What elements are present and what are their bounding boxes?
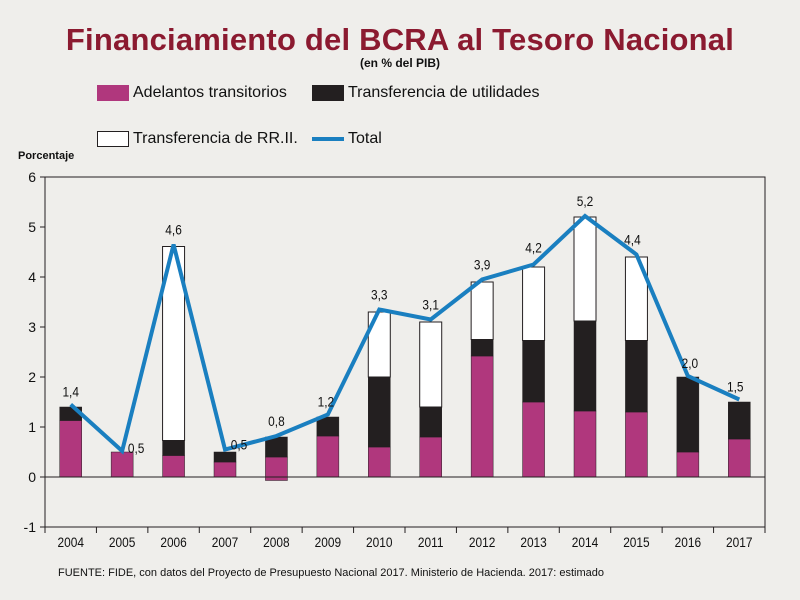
chart-subtitle: (en % del PIB) [359, 56, 440, 70]
bar-adelantos [625, 411, 648, 478]
bar-adelantos [470, 355, 494, 478]
bar-adelantos [368, 446, 391, 478]
bar-adelantos [728, 438, 751, 478]
bar-utilidades [470, 339, 494, 357]
bar-rrii [573, 216, 597, 322]
y-tick-label: 4 [28, 269, 36, 285]
legend-swatch-utilidades [312, 85, 344, 101]
total-line [69, 213, 741, 455]
data-label-total: 0,5 [231, 437, 248, 453]
data-label-total: 0,5 [128, 440, 145, 456]
data-label-total: 4,2 [525, 240, 542, 256]
bar-utilidades [522, 340, 545, 403]
x-tick-label: 2017 [726, 534, 752, 550]
data-label-total: 2,0 [682, 355, 699, 371]
bar-adelantos-negative [265, 476, 288, 481]
bar-rrii [522, 266, 546, 341]
plot-frame [44, 176, 766, 528]
data-label-total: 3,1 [422, 297, 439, 313]
x-tick-label: 2008 [263, 534, 289, 550]
data-label-total: 1,4 [62, 384, 79, 400]
y-tick-label: 1 [28, 419, 36, 435]
y-tick-label: 0 [28, 469, 36, 485]
y-tick-label: 5 [28, 219, 36, 235]
data-label-total: 3,3 [371, 287, 388, 303]
bar-adelantos [522, 401, 545, 478]
x-tick-label: 2015 [623, 534, 649, 550]
x-tick-label: 2004 [57, 534, 83, 550]
bar-utilidades [625, 340, 648, 413]
bar-adelantos [59, 420, 82, 478]
legend-item-total: Total [312, 130, 382, 148]
bar-utilidades [728, 401, 751, 440]
bar-utilidades [316, 416, 340, 437]
data-label-total: 1,5 [727, 379, 744, 395]
legend-label-rrii: Transferencia de RR.II. [133, 130, 298, 147]
data-label-total: 0,8 [268, 413, 285, 429]
x-tick-label: 2009 [315, 534, 341, 550]
bar-utilidades [162, 440, 185, 456]
bar-adelantos [162, 455, 185, 478]
x-tick-label: 2013 [520, 534, 546, 550]
y-tick-label: 3 [28, 319, 36, 335]
legend-label-utilidades: Transferencia de utilidades [348, 84, 540, 101]
y-tick-label: 6 [28, 169, 36, 185]
bar-adelantos [316, 435, 340, 478]
bar-utilidades [676, 376, 700, 453]
bar-utilidades [573, 320, 597, 412]
bar-utilidades [419, 406, 442, 438]
legend-label-adelantos: Adelantos transitorios [133, 84, 287, 101]
data-label-total: 4,6 [165, 222, 182, 238]
x-tick-label: 2007 [212, 534, 238, 550]
x-tick-label: 2012 [469, 534, 495, 550]
y-tick-label: -1 [24, 519, 37, 535]
bar-adelantos [213, 461, 237, 478]
bar-adelantos [265, 456, 288, 478]
bar-adelantos [676, 451, 700, 478]
data-label-total: 4,4 [624, 232, 641, 248]
legend-swatch-rrii [97, 131, 129, 147]
x-tick-label: 2011 [418, 534, 444, 550]
chart-title: Financiamiento del BCRA al Tesoro Nacion… [65, 22, 735, 57]
bar-adelantos [419, 436, 442, 478]
bar-utilidades [213, 451, 237, 463]
bar-utilidades [368, 376, 391, 448]
x-tick-label: 2016 [675, 534, 701, 550]
legend-item-rrii: Transferencia de RR.II. [97, 130, 298, 148]
x-tick-label: 2010 [366, 534, 392, 550]
source-note: FUENTE: FIDE, con datos del Proyecto de … [58, 567, 605, 579]
data-label-total: 3,9 [474, 257, 491, 273]
x-tick-label: 2005 [109, 534, 135, 550]
bar-adelantos [573, 410, 597, 478]
bar-rrii [470, 281, 494, 340]
y-axis-title: Porcentaje [18, 150, 75, 162]
x-tick-label: 2006 [160, 534, 186, 550]
x-tick-label: 2014 [572, 534, 598, 550]
y-tick-label: 2 [28, 369, 36, 385]
bar-rrii [419, 321, 443, 408]
legend-item-utilidades: Transferencia de utilidades [312, 84, 540, 102]
legend-swatch-adelantos [97, 85, 129, 101]
data-label-total: 1,2 [318, 394, 335, 410]
legend-item-adelantos: Adelantos transitorios [97, 84, 287, 102]
legend-swatch-total [312, 137, 344, 141]
legend-label-total: Total [348, 130, 382, 147]
data-label-total: 5,2 [577, 193, 594, 209]
